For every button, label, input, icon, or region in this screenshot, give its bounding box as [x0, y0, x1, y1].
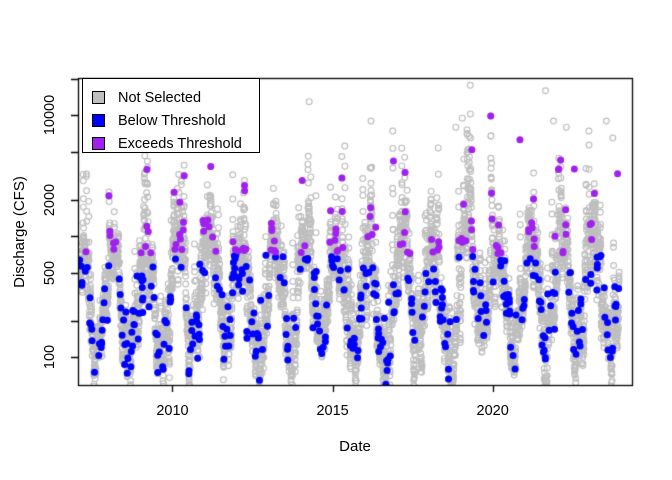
legend-swatch-below-threshold [92, 114, 105, 127]
legend: Not Selected Below Threshold Exceeds Thr… [82, 78, 260, 153]
legend-swatch-not-selected [92, 91, 105, 104]
legend-item-not-selected: Not Selected [83, 86, 259, 109]
legend-item-below-threshold: Below Threshold [83, 109, 259, 132]
legend-label-exceeds-threshold: Exceeds Threshold [118, 135, 242, 152]
y-axis-title: Discharge (CFS) [11, 176, 28, 288]
legend-item-exceeds-threshold: Exceeds Threshold [83, 132, 259, 155]
y-tick-label: 10000 [42, 95, 58, 136]
y-tick-label: 2000 [42, 183, 58, 217]
x-axis-title: Date [339, 438, 371, 455]
x-tick-label: 2010 [156, 403, 189, 419]
legend-swatch-exceeds-threshold [92, 137, 105, 150]
legend-label-below-threshold: Below Threshold [118, 112, 226, 129]
legend-label-not-selected: Not Selected [118, 89, 202, 106]
y-tick-label: 100 [42, 345, 58, 370]
x-tick-label: 2020 [476, 403, 509, 419]
x-tick-label: 2015 [316, 403, 349, 419]
y-tick-label: 500 [42, 260, 58, 285]
